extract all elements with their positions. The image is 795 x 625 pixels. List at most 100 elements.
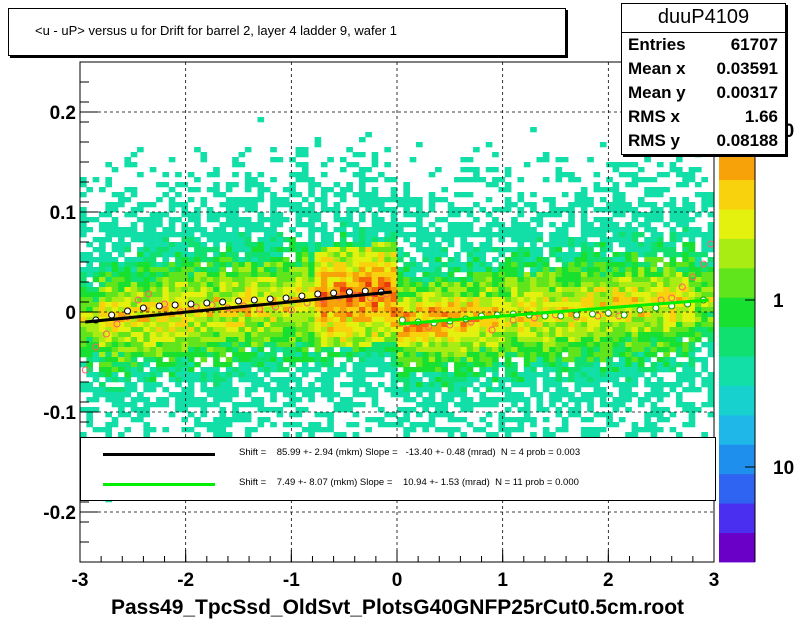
heat-cell [371,397,379,403]
heat-cell [200,342,208,348]
heat-cell [156,352,163,358]
heat-cell [428,402,436,408]
heat-cell [650,432,658,438]
heat-cell [314,342,322,348]
heat-cell [251,207,258,213]
heat-cell [561,272,569,278]
heat-cell [105,412,112,418]
heat-cell [175,362,182,368]
heat-cell [606,422,613,428]
heat-cell [473,307,480,313]
heat-cell [149,247,157,253]
heat-cell [314,242,322,248]
heat-cell [606,302,613,308]
heat-cell [441,252,449,258]
heat-cell [365,242,372,248]
heat-cell [574,192,582,198]
heat-cell [466,362,474,368]
heat-cell [530,357,537,363]
heat-cell [80,387,87,393]
heat-cell [244,377,252,383]
heat-cell [675,287,683,293]
heat-cell [320,207,328,213]
heat-cell [523,402,531,408]
heat-cell [289,292,296,298]
heat-cell [308,332,315,338]
heat-cell [111,347,119,353]
black-point [282,294,290,302]
heat-cell [466,302,474,308]
heat-cell [606,352,613,358]
heat-cell [498,427,506,433]
heat-cell [276,362,284,368]
heat-cell [175,277,182,283]
heat-cell [320,272,328,278]
heat-cell [675,237,683,243]
heat-cell [377,407,385,413]
heat-cell [320,257,328,263]
heat-cell [251,307,258,313]
heat-cell [511,237,518,243]
heat-cell [358,332,366,338]
heat-cell [498,387,506,393]
heat-cell [504,187,512,193]
heat-cell [371,402,379,408]
heat-cell [219,342,227,348]
heat-cell [384,262,391,268]
heat-cell [568,337,575,343]
heat-cell [257,212,265,218]
heat-cell [225,387,233,393]
heat-cell [631,342,639,348]
heat-cell [606,242,613,248]
heat-cell [397,337,404,343]
heat-cell [618,227,626,233]
heat-cell [194,277,201,283]
heat-cell [118,412,125,418]
heat-cell [669,272,677,278]
heat-cell [454,262,461,268]
heat-cell [390,342,398,348]
heat-cell [282,322,290,328]
heat-cell [466,287,474,293]
heat-cell [289,332,296,338]
heat-cell [187,387,195,393]
stat-label: RMS y [628,131,680,150]
heat-cell [485,402,493,408]
heat-cell [454,232,461,238]
heat-cell [479,307,487,313]
heat-cell [542,277,550,283]
heat-cell [568,287,575,293]
heat-cell [244,197,252,203]
heat-cell [213,282,220,288]
heat-cell [232,407,239,413]
heat-cell [441,347,449,353]
heat-cell [663,352,670,358]
heat-cell [137,272,144,278]
heat-cell [656,327,664,333]
heat-cell [206,347,214,353]
heat-cell [175,392,182,398]
heat-cell [105,342,112,348]
heat-cell [143,292,151,298]
heat-cell [669,207,677,213]
heat-cell [352,287,360,293]
heat-cell [352,392,360,398]
heat-cell [530,322,537,328]
heat-cell [168,217,176,223]
heat-cell [168,247,176,253]
heat-cell [435,287,442,293]
heat-cell [99,352,106,358]
heat-cell [599,227,607,233]
heat-cell [352,277,360,283]
heat-cell [675,402,683,408]
heat-cell [542,267,550,273]
heat-cell [631,297,639,303]
heat-cell [358,347,366,353]
heat-cell [219,232,227,238]
heat-cell [460,237,468,243]
heat-cell [428,282,436,288]
heat-cell [105,182,112,188]
heat-cell [694,287,702,293]
heat-cell [555,282,563,288]
heat-cell [656,287,664,293]
